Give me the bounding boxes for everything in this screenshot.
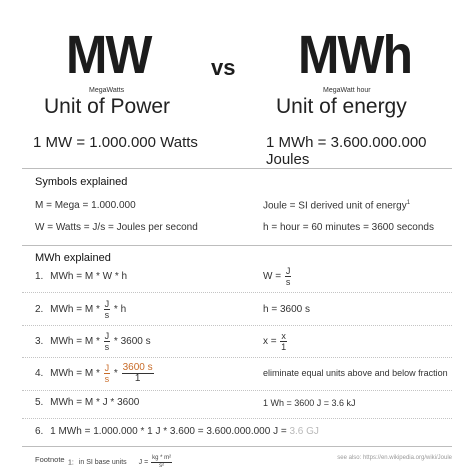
step-5-right: 1 Wh = 3600 J = 3.6 kJ	[263, 398, 356, 408]
footnote-label: Footnote	[35, 455, 65, 464]
step-3-pre: MWh = M *	[50, 336, 100, 348]
numerator: J	[103, 299, 111, 310]
dotted-divider	[22, 357, 452, 358]
symbols-heading: Symbols explained	[35, 176, 128, 188]
divider	[22, 446, 452, 447]
denominator: s	[104, 310, 110, 320]
dotted-divider	[22, 390, 452, 391]
step-number: 4.	[35, 368, 44, 380]
symbol-watts: W = Watts = J/s = Joules per second	[35, 222, 198, 233]
footnote-content: 1: in SI base units J = kg * m² s²	[68, 455, 173, 470]
step-6-main: 1 MWh = 1.000.000 * 1 J * 3.600 = 3.600.…	[50, 426, 287, 437]
step-6: 6. 1 MWh = 1.000.000 * 1 J * 3.600 = 3.6…	[35, 426, 319, 437]
multiply-sign: *	[113, 368, 118, 380]
numerator: x	[280, 331, 287, 342]
denominator: 1	[281, 342, 287, 352]
symbol-mega: M = Mega = 1.000.000	[35, 200, 136, 211]
mwh-subtitle: MegaWatt hour	[323, 87, 371, 94]
divider	[22, 245, 452, 246]
numerator: J	[103, 363, 111, 374]
denominator: 1	[134, 373, 141, 384]
step-2-post: * h	[113, 304, 127, 316]
footnote-joule: J =	[138, 459, 149, 467]
divider	[22, 168, 452, 169]
symbol-hour: h = hour = 60 minutes = 3600 seconds	[263, 222, 434, 233]
dotted-divider	[22, 325, 452, 326]
fraction: kg * m² s²	[151, 455, 173, 470]
step-4-right: eliminate equal units above and below fr…	[263, 368, 448, 378]
footnote-marker: 1	[406, 200, 411, 206]
mw-subtitle: MegaWatts	[89, 87, 125, 94]
mw-title: MW	[66, 25, 152, 85]
mwh-unit-label: Unit of energy	[276, 95, 407, 118]
step-1-right-text: W =	[263, 271, 282, 283]
denominator: s	[104, 342, 110, 352]
step-5-left: MWh = M * J * 3600	[50, 397, 140, 408]
dotted-divider	[22, 292, 452, 293]
symbol-joule-text: Joule = SI derived unit of energy	[263, 200, 407, 212]
mwh-heading: MWh explained	[35, 252, 111, 264]
step-number: 1.	[35, 271, 44, 282]
mw-equation: 1 MW = 1.000.000 Watts	[33, 134, 198, 151]
denominator: s	[285, 277, 291, 287]
step-2-pre: MWh = M *	[50, 304, 100, 316]
step-1-left: MWh = M * W * h	[50, 271, 128, 282]
numerator: kg * m²	[151, 455, 173, 463]
step-3-post: * 3600 s	[113, 336, 151, 348]
numerator: J	[103, 331, 111, 342]
vs-label: vs	[211, 55, 236, 80]
step-number: 2.	[35, 304, 44, 316]
symbol-joule: Joule = SI derived unit of energy1	[263, 200, 410, 211]
mwh-equation: 1 MWh = 3.600.000.000 Joules	[266, 134, 427, 168]
footnote-text: in SI base units	[78, 459, 127, 467]
denominator: s²	[159, 463, 165, 469]
step-number: 6.	[35, 426, 44, 437]
numerator: J	[284, 266, 292, 277]
step-1: 1. MWh = M * W * h	[35, 271, 127, 282]
step-3-right-text: x =	[263, 336, 277, 348]
step-4-pre: MWh = M *	[50, 368, 100, 380]
step-number: 3.	[35, 336, 44, 348]
denominator: s	[104, 374, 110, 384]
step-6-result: 3.6 GJ	[289, 426, 319, 437]
dotted-divider	[22, 418, 452, 419]
step-number: 5.	[35, 397, 44, 408]
footnote-number: 1:	[68, 459, 74, 467]
mwh-title: MWh	[298, 25, 413, 85]
source-link[interactable]: see also: https://en.wikipedia.org/wiki/…	[337, 455, 452, 461]
step-5: 5. MWh = M * J * 3600	[35, 397, 139, 408]
numerator: 3600 s	[121, 362, 154, 374]
step-2-right: h = 3600 s	[263, 304, 310, 315]
mw-unit-label: Unit of Power	[44, 95, 171, 118]
